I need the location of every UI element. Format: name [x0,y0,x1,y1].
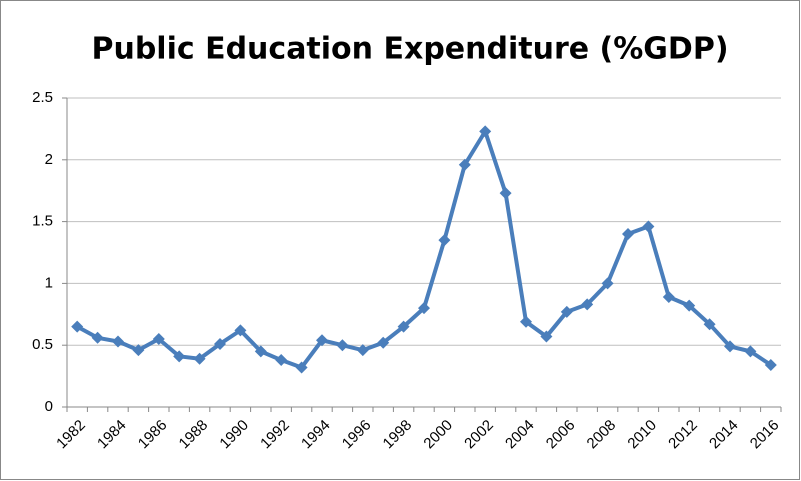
data-point [132,344,145,357]
data-point [234,324,247,337]
data-point [479,125,492,138]
chart-title: Public Education Expenditure (%GDP) [91,32,728,67]
data-point [560,305,573,318]
y-tick-label: 0.5 [32,336,53,353]
data-point [662,290,675,303]
data-point [581,298,594,311]
data-point [540,330,553,343]
data-point [520,315,532,328]
y-tick-label: 1.5 [32,213,53,230]
data-point [703,318,716,331]
data-point [254,345,267,358]
y-tick-label: 2.5 [32,89,53,106]
data-point [397,320,410,333]
data-point [377,336,390,349]
data-point [336,339,349,352]
data-point [356,344,369,357]
data-point [71,320,84,333]
data-point [642,220,655,233]
data-point [724,340,736,353]
data-point [91,331,104,344]
y-tick-label: 0 [45,398,53,415]
data-point [418,302,430,315]
data-point [744,345,757,358]
data-point [173,350,186,363]
y-tick-label: 2 [45,151,53,168]
y-tick-label: 1 [45,274,53,291]
data-point [275,354,288,367]
data-point [601,277,614,290]
data-point [764,358,777,371]
data-point [112,335,124,348]
data-point [316,334,328,347]
data-point [683,299,696,312]
data-point [295,361,308,374]
data-point [458,158,471,171]
data-point [152,333,165,346]
data-point [438,234,451,247]
data-point [622,227,634,240]
data-point [214,337,226,350]
data-point [499,187,512,200]
data-point [193,352,206,365]
